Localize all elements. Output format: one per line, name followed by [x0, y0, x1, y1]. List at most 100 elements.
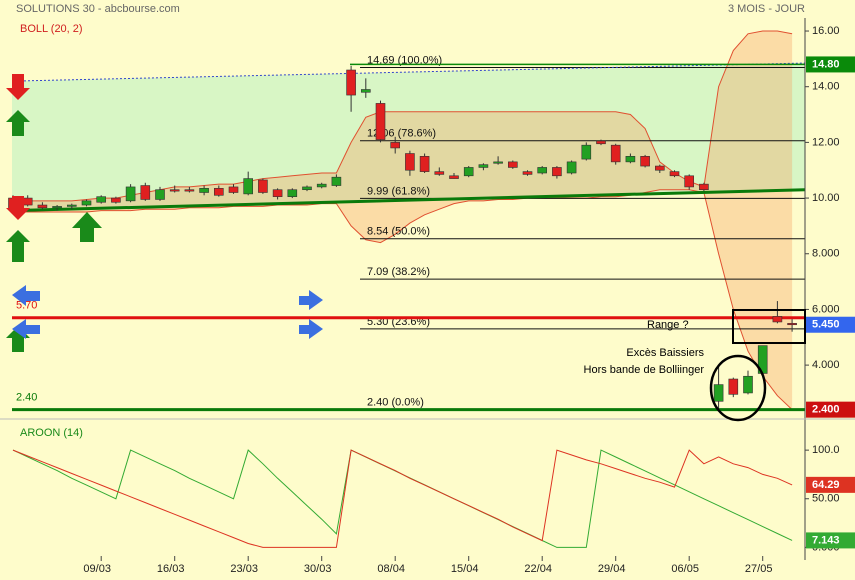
candle-body — [625, 156, 636, 163]
candle-body — [375, 103, 386, 140]
x-tick-label: 09/03 — [83, 563, 111, 575]
channel-fill — [12, 63, 805, 211]
aroon-marker-label: 7.143 — [812, 534, 840, 546]
candle-body — [302, 186, 312, 191]
candle-body — [360, 89, 371, 93]
trendline — [11, 188, 806, 213]
price-marker — [806, 401, 855, 418]
fib-label: 8.54 (50.0%) — [367, 226, 430, 238]
candle-body — [449, 175, 459, 179]
band-fill — [13, 31, 793, 410]
x-tick-label: 15/04 — [451, 563, 479, 575]
candle-body — [346, 69, 356, 96]
candle-body — [478, 164, 489, 168]
candle-body — [669, 171, 680, 177]
candle-body — [184, 189, 195, 192]
candle-body — [743, 375, 753, 394]
candle-body — [272, 189, 283, 197]
x-tick-label: 22/04 — [524, 563, 552, 575]
candle-body — [522, 171, 533, 175]
indicator-label: AROON (14) — [20, 427, 83, 439]
candle-body — [610, 144, 621, 163]
candle-body — [111, 197, 121, 203]
candle-body — [640, 156, 650, 167]
signal-arrows — [6, 74, 323, 352]
candle-body — [463, 167, 474, 177]
candle-body — [140, 185, 151, 200]
y-tick-label: 100.0 — [812, 444, 840, 456]
candle-body — [214, 188, 224, 196]
oversold-circle — [709, 354, 767, 422]
candle-body — [199, 188, 209, 193]
y-tick-label: 6.000 — [812, 303, 840, 315]
y-tick-label: 12.00 — [812, 136, 840, 148]
candle-body — [155, 189, 165, 200]
candle-body — [243, 178, 253, 195]
candle-body — [81, 200, 92, 206]
y-tick-label: 4.000 — [812, 359, 840, 371]
aroon-marker — [806, 476, 855, 493]
candle-body — [258, 179, 268, 193]
fib-label: 14.69 (100.0%) — [367, 54, 442, 66]
candle-body — [713, 384, 724, 402]
fib-label: 7.09 (38.2%) — [367, 266, 430, 278]
x-tick-label: 30/03 — [304, 563, 332, 575]
y-tick-label: 16.00 — [812, 25, 840, 37]
candle-body — [228, 186, 239, 193]
candle-body — [390, 142, 401, 149]
candle-body — [67, 204, 77, 207]
price-marker-label: 14.80 — [812, 58, 840, 70]
candle-body — [581, 144, 592, 160]
candle-body — [728, 378, 739, 395]
candle-body — [772, 316, 783, 323]
candle-body — [434, 171, 445, 175]
price-marker-label: 5.450 — [812, 319, 840, 331]
annotation: Excès Baissiers — [626, 347, 704, 359]
candle-body — [125, 186, 136, 202]
price-marker — [806, 56, 855, 73]
y-tick-label: 8.000 — [812, 248, 840, 260]
aroon-marker — [806, 532, 855, 549]
candle-body — [552, 167, 562, 177]
candle-body — [316, 183, 327, 188]
candle-body — [405, 153, 415, 171]
x-tick-label: 29/04 — [598, 563, 626, 575]
candle-body — [419, 156, 430, 172]
candle-body — [596, 140, 606, 145]
x-tick-label: 16/03 — [157, 563, 185, 575]
trendline — [11, 62, 806, 82]
price-marker-label: 2.400 — [812, 404, 840, 416]
candle-body — [96, 196, 106, 203]
range-box — [732, 309, 806, 344]
level-label: 2.40 — [16, 392, 37, 404]
annotation: Hors bande de Bolliinger — [584, 364, 705, 376]
candle-body — [169, 189, 180, 192]
fib-label: 2.40 (0.0%) — [367, 397, 424, 409]
price-marker — [806, 316, 855, 333]
candle-body — [699, 183, 709, 191]
candle-body — [654, 165, 665, 171]
candle-body — [684, 175, 695, 188]
chart-title: SOLUTIONS 30 - abcbourse.com — [16, 3, 180, 15]
candle-body — [52, 206, 62, 209]
level-label: 5.70 — [16, 300, 37, 312]
band-line — [13, 189, 793, 410]
plot-layer: 14.69 (100.0%)12.06 (78.6%)9.99 (61.8%)8… — [0, 18, 855, 575]
candle-body — [22, 197, 33, 206]
fib-label: 9.99 (61.8%) — [367, 185, 430, 197]
y-tick-label: 50.00 — [812, 493, 840, 505]
x-tick-label: 08/04 — [377, 563, 405, 575]
candle-body — [566, 161, 577, 174]
candle-body — [37, 204, 48, 209]
y-tick-label: 14.00 — [812, 81, 840, 93]
candle-body — [493, 161, 503, 164]
y-tick-label: 10.00 — [812, 192, 840, 204]
candle-body — [787, 323, 797, 326]
candle-body — [507, 161, 518, 168]
aroon-marker-label: 64.29 — [812, 479, 840, 491]
x-tick-label: 06/05 — [671, 563, 699, 575]
annotation: Range ? — [647, 319, 689, 331]
aroon-line — [12, 449, 793, 548]
